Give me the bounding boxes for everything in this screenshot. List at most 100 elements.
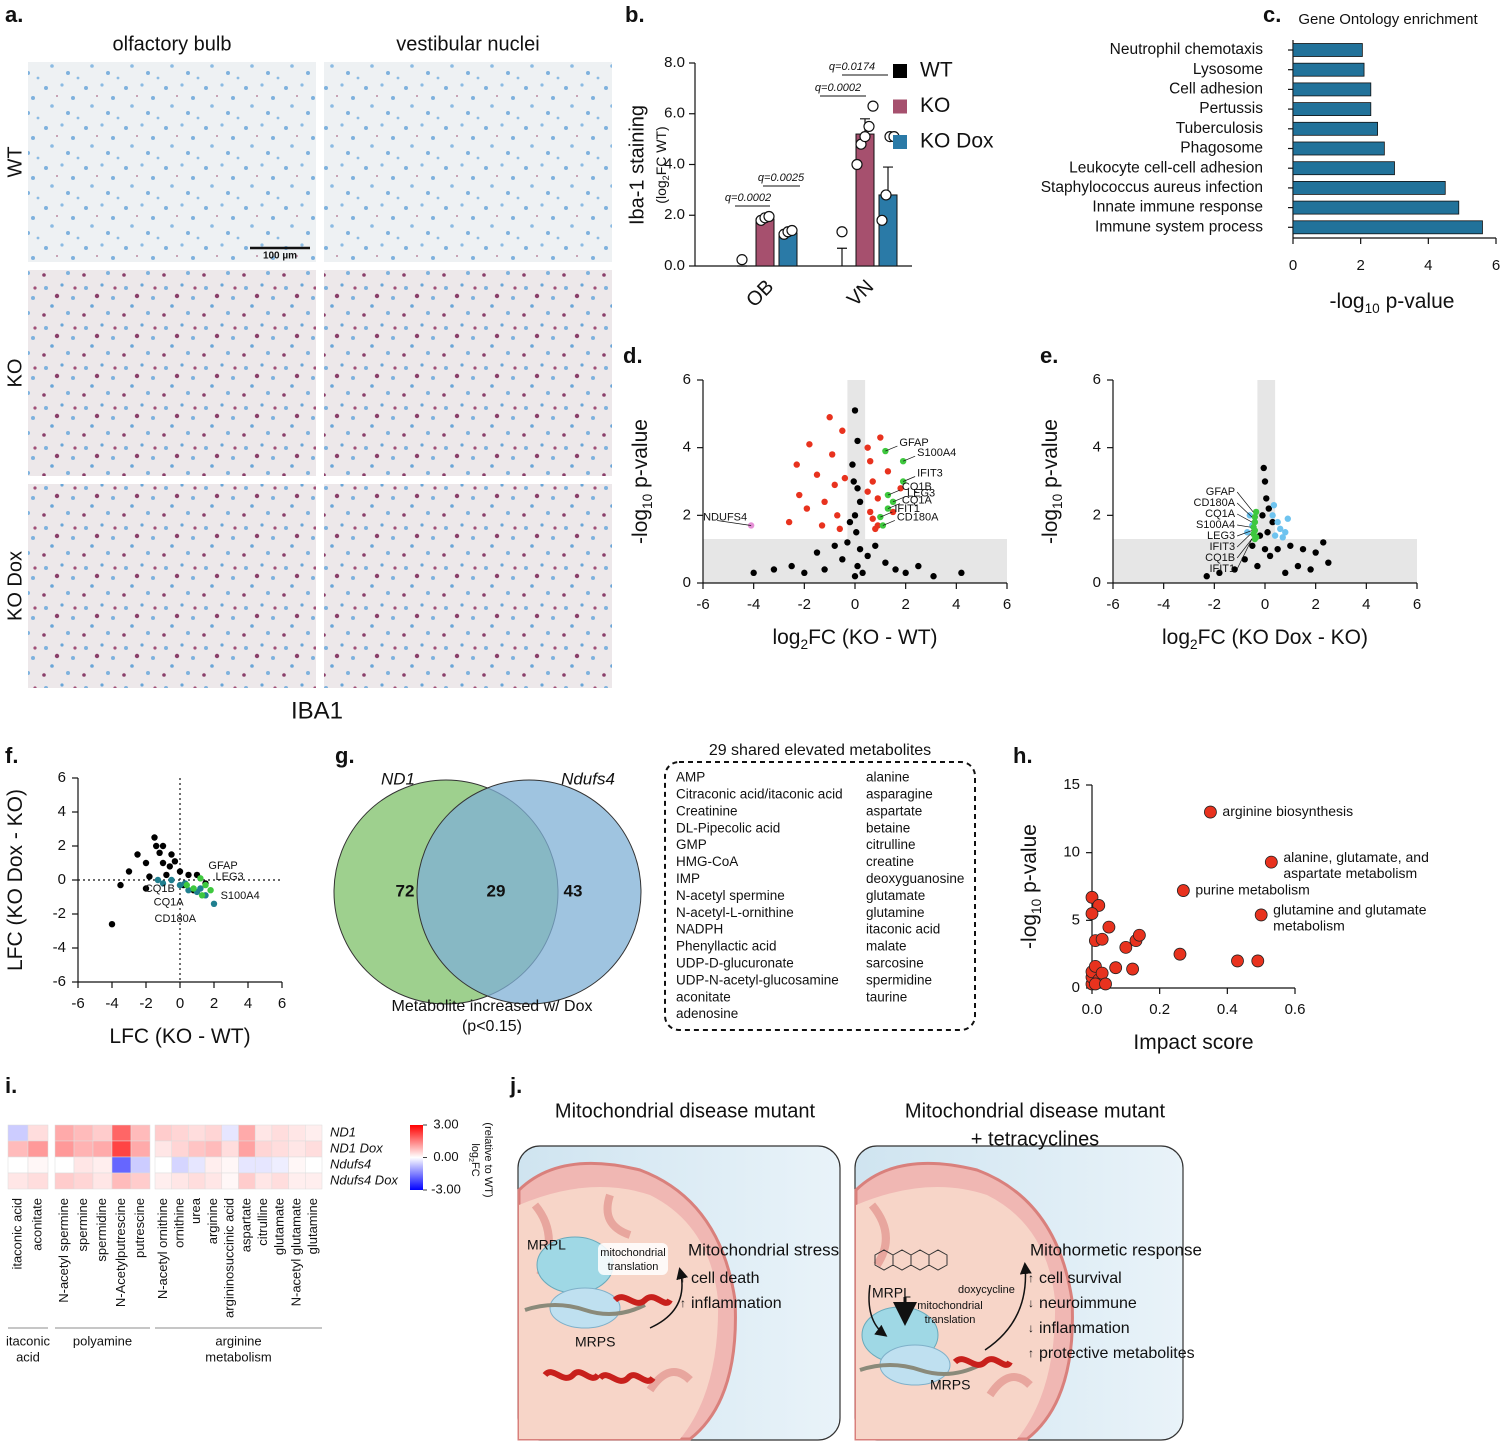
x-tick-label: -6: [696, 596, 709, 613]
data-point: [142, 885, 150, 892]
data-point: [207, 887, 214, 894]
data-point: [1279, 534, 1286, 541]
metabolite: N-acetyl-L-ornithine: [676, 905, 794, 920]
metabolite: glutamate: [866, 888, 925, 903]
x-tick-label: 2: [1356, 257, 1364, 274]
label-part: log: [1162, 626, 1190, 649]
panel-label: j.: [509, 1073, 522, 1098]
colorbar-tick-label: 0.00: [433, 1149, 458, 1164]
y-axis-subtitle: (log2FC WT): [653, 126, 672, 203]
data-point: [168, 876, 175, 884]
data-point: [834, 512, 841, 519]
point-label: CD180A: [155, 913, 197, 925]
label-part: 10: [1365, 301, 1381, 316]
data-point: [125, 868, 133, 875]
venn-circle: [416, 779, 642, 1005]
data-point: [850, 478, 857, 485]
data-point: [1269, 512, 1276, 519]
label-part: 2: [467, 1158, 475, 1162]
data-point: [1270, 501, 1278, 509]
venn-caption: Metabolite increased w/ Dox: [392, 998, 593, 1015]
heatmap-cell: [54, 1156, 75, 1174]
label-part: FC (KO - WT): [808, 626, 937, 649]
data-point: [1271, 532, 1279, 539]
y-tick-label: Immune system process: [1095, 218, 1263, 235]
y-tick-label: 6: [58, 769, 66, 786]
significance-label: q=0.0002: [815, 82, 861, 94]
colorbar-title: (relative to WT): [482, 1122, 494, 1197]
data-point: [1312, 549, 1319, 556]
x-tick-label: 6: [1413, 596, 1421, 613]
heatmap-cell: [27, 1156, 49, 1174]
data-point: [851, 407, 859, 414]
legend-swatch: [893, 135, 907, 149]
data-point: [1251, 518, 1259, 526]
group-label: itaconic: [6, 1333, 51, 1348]
heatmap-cell: [54, 1124, 75, 1142]
data-point: [1265, 505, 1273, 512]
data-point: [915, 562, 922, 570]
bar: [1292, 62, 1365, 77]
heatmap-cell: [238, 1156, 256, 1174]
label-part: log: [469, 1143, 481, 1158]
data-point: [1325, 559, 1332, 566]
point-label: glutamine and glutamate: [1273, 902, 1427, 918]
data-point: [839, 556, 846, 563]
data-point: [892, 566, 899, 573]
data-point: [210, 900, 218, 907]
translation-label: translation: [608, 1261, 659, 1273]
micrograph: [324, 62, 612, 262]
x-tick-label: 0: [851, 596, 859, 613]
label-box: [598, 1243, 668, 1275]
heatmap-cell: [221, 1172, 239, 1190]
data-point: [806, 441, 813, 448]
column-label: urea: [188, 1197, 203, 1224]
metabolite: malate: [866, 939, 907, 954]
heatmap-cell: [171, 1156, 189, 1174]
metabolite: DL-Pipecolic acid: [676, 820, 780, 835]
panel-label: d.: [623, 343, 643, 368]
data-point: [796, 491, 803, 499]
data-point: [185, 871, 192, 879]
data-point: [930, 573, 937, 580]
panel-label: f.: [5, 743, 18, 768]
point-label: CQ1A: [1205, 508, 1236, 520]
data-point: [851, 573, 859, 580]
data-point: [839, 427, 846, 434]
heatmap-cell: [188, 1124, 206, 1142]
point-label: metabolism: [1273, 918, 1345, 934]
x-tick-label: 4: [952, 596, 960, 613]
point-label: GFAP: [1206, 486, 1235, 498]
row-label: WT: [4, 146, 26, 177]
heatmap-cell: [238, 1140, 256, 1158]
point-label: IFIT3: [1209, 541, 1235, 553]
data-point: [142, 859, 150, 867]
label-part: 2: [800, 637, 808, 652]
effect-arrow: ↓: [1028, 1296, 1034, 1310]
set-count: 29: [487, 881, 506, 900]
data-point: [146, 873, 153, 880]
column-label: putrescine: [132, 1198, 147, 1258]
heatmap-cell: [271, 1140, 289, 1158]
point-label: CD180A: [1194, 497, 1236, 509]
data-point: [897, 485, 904, 492]
panel-label: a.: [5, 2, 23, 27]
significance-label: q=0.0002: [725, 192, 771, 204]
label-part: 10: [1050, 493, 1065, 509]
heatmap-cell: [271, 1156, 289, 1174]
x-tick-label: 0.2: [1149, 1001, 1170, 1018]
metabolite: creatine: [866, 854, 914, 869]
heatmap-cell: [73, 1124, 94, 1142]
bar: [1292, 180, 1446, 195]
y-tick-label: 15: [1063, 776, 1080, 793]
data-point: [902, 569, 909, 577]
data-point: [877, 434, 884, 441]
metabolite: aspartate: [866, 803, 922, 818]
column-label: argininosuccinic acid: [222, 1198, 237, 1318]
data-point: [1176, 884, 1190, 897]
mrpl-label: MRPL: [527, 1237, 566, 1253]
data-point: [880, 189, 892, 201]
bar: [1292, 161, 1395, 176]
column-title: olfactory bulb: [113, 33, 232, 55]
significance-label: q=0.0174: [829, 61, 875, 73]
